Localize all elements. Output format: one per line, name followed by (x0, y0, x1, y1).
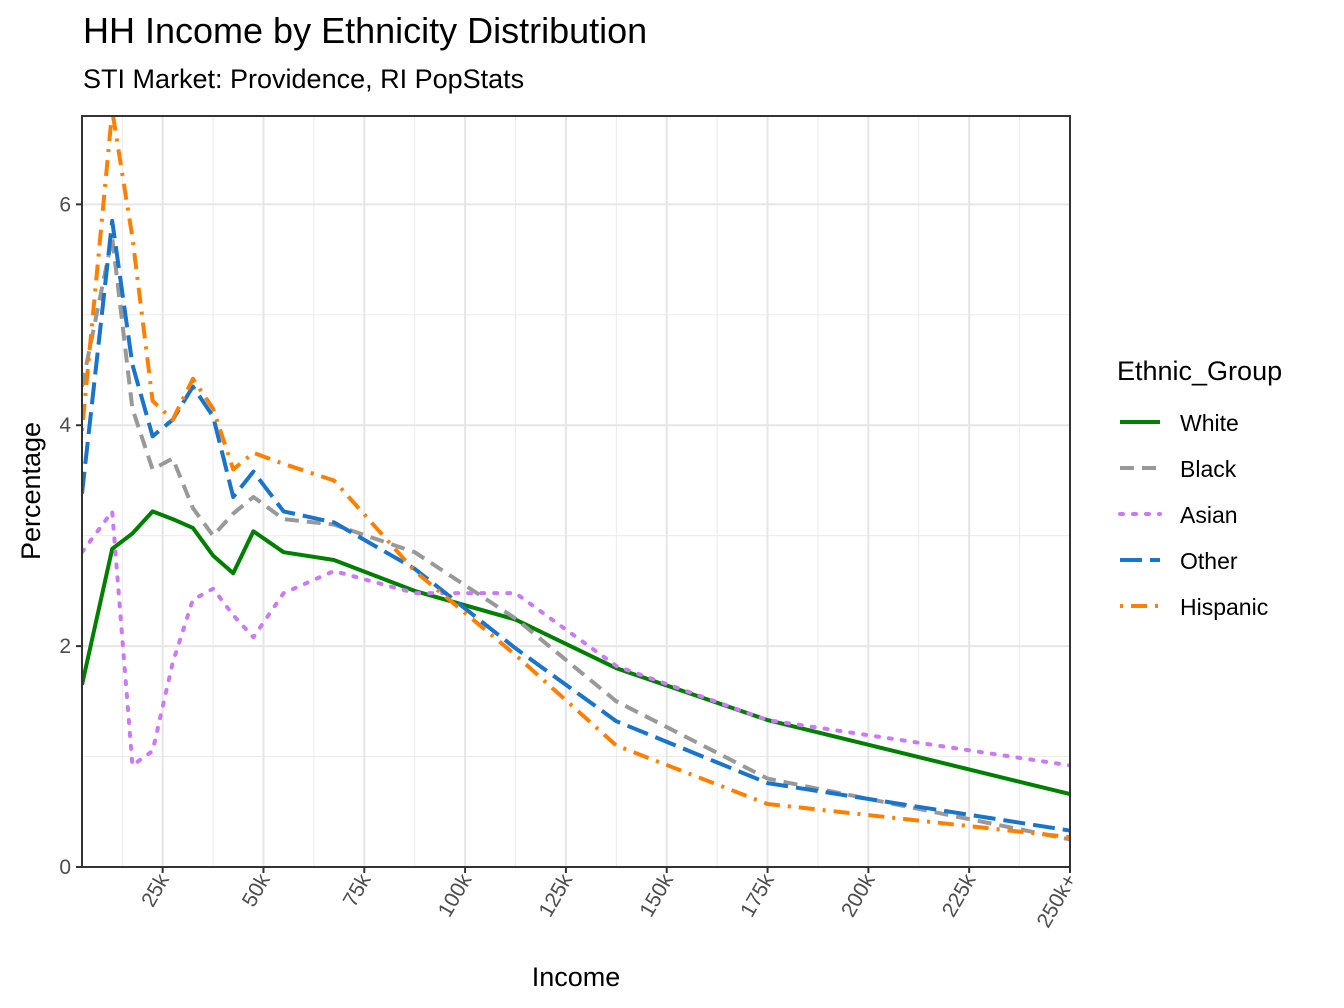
series-line-asian (82, 509, 1070, 768)
y-tick-label: 6 (59, 193, 71, 216)
legend-label-asian: Asian (1180, 502, 1238, 528)
x-tick-label: 125k (535, 870, 578, 921)
x-tick-label: 175k (736, 870, 779, 921)
legend-title: Ethnic_Group (1117, 356, 1282, 386)
x-tick-label: 250k+ (1033, 870, 1082, 932)
plot-border (81, 115, 1071, 868)
series-line-white (82, 509, 1070, 797)
series-lines (82, 116, 1070, 842)
x-tick-label: 50k (238, 870, 275, 911)
legend-label-white: White (1180, 410, 1239, 436)
x-tick-label: 25k (137, 870, 174, 911)
x-axis: 25k 50k 75k 100k 125k 150k 175k 200k 225k 250k+ (137, 867, 1081, 932)
series-line-other (82, 218, 1070, 833)
x-tick-label: 225k (938, 870, 981, 921)
grid-minor (82, 116, 1070, 867)
y-axis-title: Percentage (16, 422, 46, 560)
x-axis-title: Income (532, 962, 621, 992)
legend: Ethnic_Group White Black Asian Other Hispani… (1117, 356, 1282, 620)
x-tick-label: 100k (434, 870, 477, 921)
x-tick-label: 75k (339, 870, 376, 911)
series-line-black (82, 235, 1070, 842)
y-tick-label: 2 (59, 635, 71, 658)
y-axis: 0 2 4 6 (59, 193, 82, 879)
x-tick-label: 150k (635, 870, 678, 921)
chart-title: HH Income by Ethnicity Distribution (83, 10, 648, 51)
chart-subtitle: STI Market: Providence, RI PopStats (83, 64, 525, 94)
legend-label-other: Other (1180, 548, 1238, 574)
y-tick-label: 4 (59, 414, 71, 437)
legend-label-hispanic: Hispanic (1180, 594, 1268, 620)
y-tick-label: 0 (59, 856, 71, 879)
legend-label-black: Black (1180, 456, 1237, 482)
x-tick-label: 200k (837, 870, 880, 921)
